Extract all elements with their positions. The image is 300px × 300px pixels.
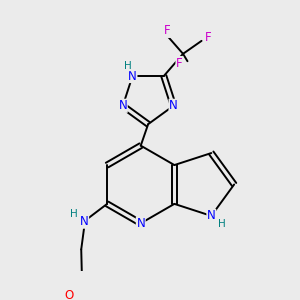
Text: F: F bbox=[176, 57, 183, 70]
Text: F: F bbox=[164, 24, 171, 38]
Text: O: O bbox=[64, 289, 74, 300]
Text: N: N bbox=[128, 70, 137, 83]
Text: N: N bbox=[118, 99, 127, 112]
Text: H: H bbox=[70, 209, 78, 219]
Text: N: N bbox=[169, 99, 178, 112]
Text: N: N bbox=[207, 209, 216, 222]
Text: N: N bbox=[136, 217, 145, 230]
Text: F: F bbox=[205, 31, 211, 44]
Text: H: H bbox=[218, 219, 226, 229]
Text: N: N bbox=[80, 215, 88, 228]
Text: H: H bbox=[124, 61, 132, 71]
